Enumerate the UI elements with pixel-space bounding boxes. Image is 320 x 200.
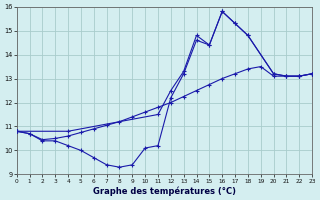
X-axis label: Graphe des températures (°C): Graphe des températures (°C): [93, 186, 236, 196]
